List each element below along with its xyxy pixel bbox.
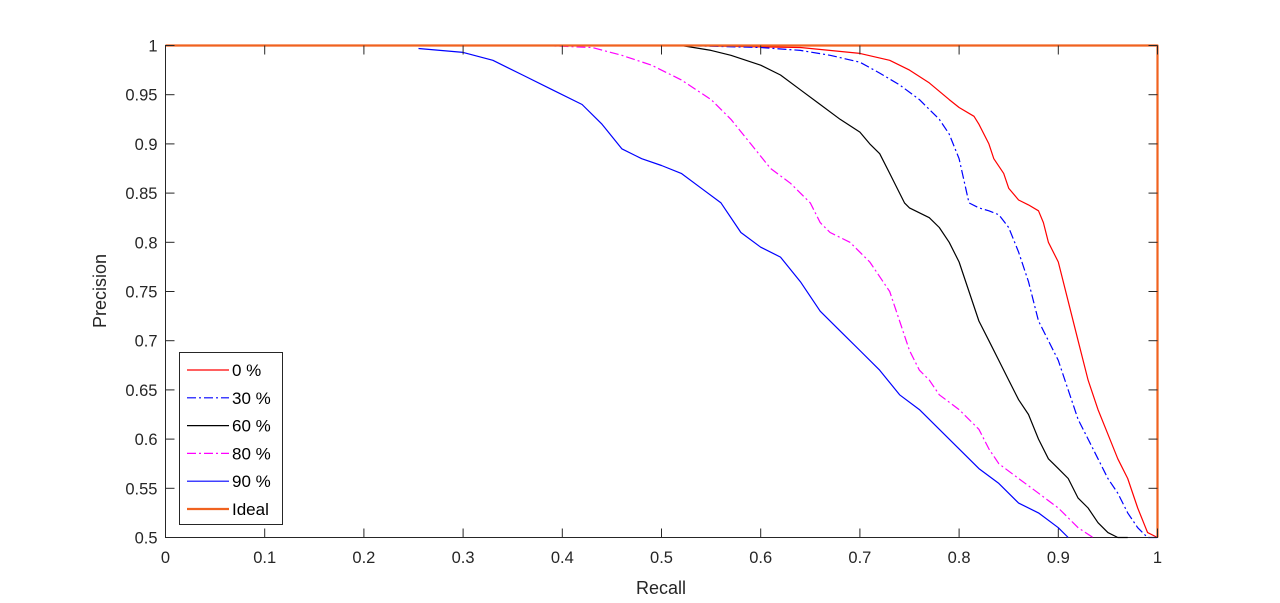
x-tick-label: 0.7 [848,549,871,567]
x-tick-label: 1 [1153,549,1162,567]
x-tick-label: 0 [161,549,170,567]
legend-label: Ideal [232,500,269,519]
legend-label: 0 % [232,361,261,380]
x-tick-label: 0.5 [650,549,673,567]
x-tick-label: 0.2 [352,549,375,567]
legend-box [179,352,283,525]
series-line-30 [165,44,1158,539]
x-tick-label: 0.8 [948,549,971,567]
y-tick-label: 0.6 [135,431,158,449]
legend-label: 60 % [232,417,271,436]
y-tick-label: 0.7 [135,333,158,351]
y-axis: 0.5 0.55 0.6 0.65 0.7 0.75 0.8 0.85 0.9 0.95 1 [125,38,1158,548]
y-tick-label: 0.55 [125,480,157,498]
series-line-80 [542,44,1094,539]
y-tick-label: 0.65 [125,382,157,400]
y-tick-label: 0.9 [135,136,158,154]
x-axis: 0 0.1 0.2 0.3 0.4 0.5 0.6 0.7 0.8 0.9 1 [161,45,1162,567]
legend: 0 % 30 % 60 % 80 % 90 % Ideal [179,352,283,525]
x-tick-label: 0.9 [1047,549,1070,567]
y-axis-title: Precision [90,254,110,328]
series-line-90 [418,47,1069,538]
x-tick-label: 0.6 [749,549,772,567]
x-axis-title: Recall [636,578,686,598]
plot-area [165,44,1159,539]
y-tick-label: 0.95 [125,87,157,105]
axes-box [165,45,1158,538]
legend-label: 90 % [232,472,271,491]
legend-label: 80 % [232,444,271,463]
y-tick-label: 0.5 [135,530,158,548]
x-tick-label: 0.1 [253,549,276,567]
y-tick-label: 0.85 [125,185,157,203]
x-tick-label: 0.4 [551,549,574,567]
x-tick-label: 0.3 [452,549,475,567]
series-line-0 [165,44,1158,539]
series-line-60 [681,44,1128,539]
y-tick-label: 1 [148,38,157,56]
y-tick-label: 0.8 [135,234,158,252]
y-tick-label: 0.75 [125,284,157,302]
legend-label: 30 % [232,389,271,408]
